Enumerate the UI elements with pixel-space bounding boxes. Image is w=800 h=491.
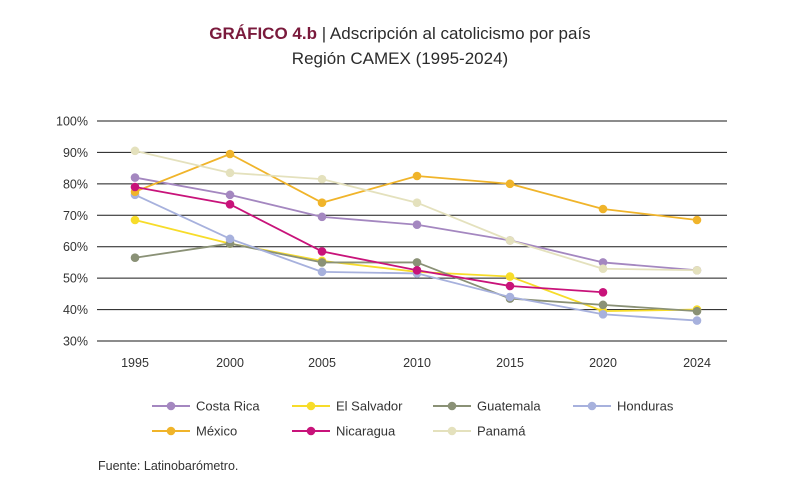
chart-figure-label: GRÁFICO 4.b — [209, 24, 317, 43]
legend-swatch-marker — [166, 401, 176, 411]
data-point-costa-rica — [598, 258, 608, 267]
data-point-honduras — [225, 234, 235, 244]
y-tick-label: 40% — [63, 303, 88, 317]
data-point-nicaragua — [412, 265, 422, 275]
series-nicaragua — [130, 182, 608, 297]
y-tick-label: 80% — [63, 177, 88, 191]
data-point-guatemala — [692, 306, 702, 316]
data-point-costa-rica — [317, 212, 327, 222]
data-point-nicaragua — [598, 287, 608, 297]
y-tick-label: 60% — [63, 240, 88, 254]
data-point-panama — [225, 168, 235, 178]
x-tick-label: 2015 — [496, 356, 524, 370]
grid-lines — [97, 120, 727, 342]
legend-item-nicaragua: Nicaragua — [292, 424, 396, 439]
legend-swatch-marker — [587, 401, 597, 411]
legend: Costa Rica El Salvador Guatemala Honduras Mé… — [152, 399, 674, 439]
data-point-mexico — [692, 215, 702, 225]
data-point-nicaragua — [317, 247, 327, 256]
data-point-guatemala — [412, 258, 422, 267]
legend-item-panama: Panamá — [433, 424, 526, 439]
legend-label: México — [196, 424, 237, 439]
x-tick-label: 2024 — [683, 356, 711, 370]
data-point-panama — [505, 236, 515, 245]
data-point-mexico — [598, 204, 608, 214]
data-point-mexico — [412, 171, 422, 181]
data-point-panama — [692, 265, 702, 275]
x-axis-tick-labels: 1995 2000 2005 2010 2015 2020 2024 — [121, 356, 711, 370]
y-tick-label: 100% — [56, 115, 88, 129]
series-mexico — [130, 149, 702, 225]
legend-label: Nicaragua — [336, 424, 396, 439]
data-point-honduras — [692, 316, 702, 325]
data-point-costa-rica — [412, 220, 422, 230]
data-point-nicaragua — [505, 281, 515, 291]
y-tick-label: 50% — [63, 272, 88, 286]
x-tick-label: 1995 — [121, 356, 149, 370]
data-point-guatemala — [317, 258, 327, 267]
y-axis-tick-labels: 30% 40% 50% 60% 70% 80% 90% 100% — [56, 115, 88, 349]
series-line-mexico — [134, 153, 698, 221]
legend-swatch-marker — [306, 426, 316, 436]
y-tick-label: 70% — [63, 209, 88, 223]
legend-item-costa-rica: Costa Rica — [152, 399, 260, 414]
title-separator: | — [316, 24, 330, 43]
data-point-honduras — [317, 267, 327, 277]
series-line-honduras — [134, 194, 698, 322]
data-point-nicaragua — [225, 199, 235, 209]
data-point-panama — [130, 146, 140, 156]
data-point-costa-rica — [130, 173, 140, 182]
data-point-mexico — [225, 149, 235, 159]
legend-label: Honduras — [617, 399, 674, 414]
legend-swatch-marker — [447, 401, 457, 411]
data-point-mexico — [317, 198, 327, 208]
x-tick-label: 2020 — [589, 356, 617, 370]
y-tick-label: 30% — [63, 335, 88, 349]
legend-item-guatemala: Guatemala — [433, 399, 541, 414]
legend-label: Guatemala — [477, 399, 541, 414]
data-point-panama — [412, 198, 422, 208]
legend-label: El Salvador — [336, 399, 403, 414]
chart-title: GRÁFICO 4.b | Adscripción al catolicismo… — [0, 22, 800, 46]
y-tick-label: 90% — [63, 146, 88, 160]
legend-swatch-marker — [306, 401, 316, 411]
legend-label: Costa Rica — [196, 399, 260, 414]
series-lines — [130, 146, 702, 325]
data-point-el-salvador — [130, 215, 140, 225]
data-point-guatemala — [598, 300, 608, 310]
data-point-nicaragua — [130, 182, 140, 192]
x-tick-label: 2005 — [308, 356, 336, 370]
series-line-nicaragua — [134, 186, 604, 294]
data-point-el-salvador — [505, 272, 515, 281]
chart-title-block: GRÁFICO 4.b | Adscripción al catolicismo… — [0, 22, 800, 72]
data-point-costa-rica — [225, 190, 235, 200]
legend-swatch-marker — [447, 426, 457, 436]
data-point-guatemala — [130, 253, 140, 263]
data-point-panama — [317, 174, 327, 184]
chart-title-text: Adscripción al catolicismo por país — [329, 24, 591, 43]
legend-swatch-marker — [166, 426, 176, 436]
legend-label: Panamá — [477, 424, 526, 439]
series-panama — [130, 146, 702, 275]
legend-item-mexico: México — [152, 424, 237, 439]
data-point-mexico — [505, 179, 515, 189]
data-point-panama — [598, 264, 608, 274]
x-tick-label: 2000 — [216, 356, 244, 370]
source-note: Fuente: Latinobarómetro. — [98, 459, 239, 473]
data-point-honduras — [505, 292, 515, 302]
x-tick-label: 2010 — [403, 356, 431, 370]
legend-item-honduras: Honduras — [573, 399, 674, 414]
data-point-honduras — [598, 309, 608, 319]
chart-subtitle: Región CAMEX (1995-2024) — [291, 49, 509, 68]
legend-item-el-salvador: El Salvador — [292, 399, 403, 414]
